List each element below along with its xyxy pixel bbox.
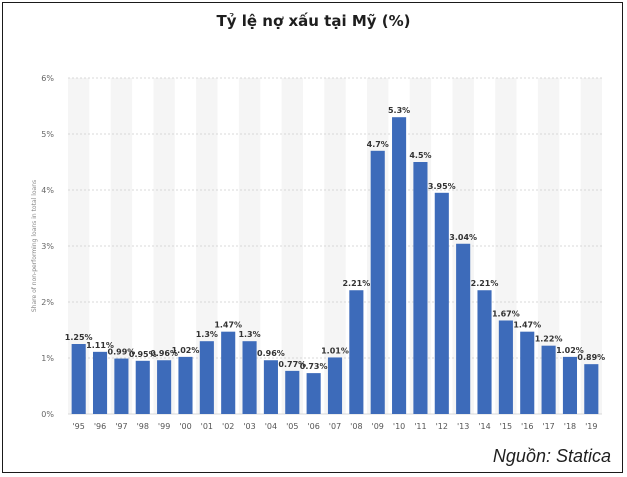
y-tick-label: 4% xyxy=(41,186,54,195)
bar xyxy=(520,331,535,414)
data-label: 2.21% xyxy=(471,279,499,288)
source-note: Nguồn: Statica xyxy=(492,446,611,466)
bar xyxy=(306,373,321,414)
x-tick-label: '96 xyxy=(94,422,106,431)
bar xyxy=(456,243,471,414)
x-tick-label: '02 xyxy=(222,422,234,431)
data-label: 4.7% xyxy=(367,140,389,149)
x-tick-label: '16 xyxy=(521,422,533,431)
bar xyxy=(584,364,599,414)
x-tick-label: '19 xyxy=(585,422,597,431)
bar xyxy=(263,360,278,414)
bar xyxy=(157,360,172,414)
background-stripe xyxy=(196,78,218,414)
x-tick-label: '15 xyxy=(500,422,512,431)
data-label: 0.73% xyxy=(300,362,328,371)
data-label: 0.96% xyxy=(257,349,285,358)
data-label: 4.5% xyxy=(409,151,431,160)
x-tick-label: '06 xyxy=(307,422,319,431)
x-tick-label: '10 xyxy=(393,422,405,431)
bar xyxy=(242,341,257,414)
bar xyxy=(349,290,364,414)
bar xyxy=(92,351,108,414)
bar xyxy=(541,345,556,414)
y-tick-label: 5% xyxy=(41,130,54,139)
bar xyxy=(285,370,300,414)
data-label: 0.96% xyxy=(150,349,178,358)
x-tick-label: '14 xyxy=(478,422,490,431)
x-tick-label: '13 xyxy=(457,422,469,431)
bar xyxy=(327,357,343,414)
bar xyxy=(199,341,214,414)
data-label: 0.89% xyxy=(577,353,605,362)
background-stripe xyxy=(580,78,602,414)
x-tick-label: '11 xyxy=(414,422,426,431)
bar xyxy=(413,162,428,414)
data-label: 0.77% xyxy=(278,360,306,369)
background-stripe xyxy=(68,78,90,414)
x-tick-label: '17 xyxy=(542,422,554,431)
x-tick-label: '05 xyxy=(286,422,298,431)
bar xyxy=(498,320,513,414)
data-label: 3.04% xyxy=(449,233,477,242)
bar xyxy=(135,360,150,414)
x-tick-label: '12 xyxy=(436,422,448,431)
data-label: 3.95% xyxy=(428,182,456,191)
x-tick-label: '00 xyxy=(179,422,191,431)
chart-title: Tỷ lệ nợ xấu tại Mỹ (%) xyxy=(216,12,411,30)
data-label: 1.01% xyxy=(321,346,349,355)
data-label: 1.25% xyxy=(65,333,93,342)
bar xyxy=(71,344,86,414)
bar xyxy=(370,150,385,415)
y-tick-label: 2% xyxy=(41,298,54,307)
data-label: 1.67% xyxy=(492,309,520,318)
data-label: 1.22% xyxy=(535,335,563,344)
y-tick-label: 3% xyxy=(41,242,54,251)
bar xyxy=(562,356,578,414)
x-tick-label: '97 xyxy=(115,422,127,431)
x-tick-label: '08 xyxy=(350,422,362,431)
bar xyxy=(392,117,407,414)
data-label: 1.02% xyxy=(556,346,584,355)
data-label: 1.47% xyxy=(214,321,242,330)
background-stripe xyxy=(324,78,346,414)
data-label: 1.3% xyxy=(238,330,260,339)
x-tick-label: '07 xyxy=(329,422,341,431)
x-tick-label: '95 xyxy=(72,422,84,431)
x-tick-label: '04 xyxy=(265,422,277,431)
y-axis-label: Share of non-performing loans in total l… xyxy=(31,180,38,312)
data-label: 2.21% xyxy=(342,279,370,288)
data-label: 1.11% xyxy=(86,341,114,350)
y-tick-label: 6% xyxy=(41,74,54,83)
bar xyxy=(221,331,236,414)
x-tick-label: '99 xyxy=(158,422,170,431)
data-label: 1.3% xyxy=(196,330,218,339)
x-tick-label: '03 xyxy=(243,422,255,431)
bar xyxy=(434,192,449,414)
data-label: 0.95% xyxy=(129,350,157,359)
y-tick-label: 0% xyxy=(41,410,54,419)
bar xyxy=(178,356,193,414)
data-label: 5.3% xyxy=(388,106,410,115)
bar xyxy=(114,358,129,414)
x-tick-label: '09 xyxy=(372,422,384,431)
y-tick-label: 1% xyxy=(41,354,54,363)
bar xyxy=(477,290,492,414)
data-label: 1.02% xyxy=(172,346,200,355)
x-tick-label: '01 xyxy=(201,422,213,431)
x-tick-label: '98 xyxy=(137,422,149,431)
data-label: 1.47% xyxy=(513,321,541,330)
x-tick-label: '18 xyxy=(564,422,576,431)
data-label: 0.99% xyxy=(108,348,136,357)
